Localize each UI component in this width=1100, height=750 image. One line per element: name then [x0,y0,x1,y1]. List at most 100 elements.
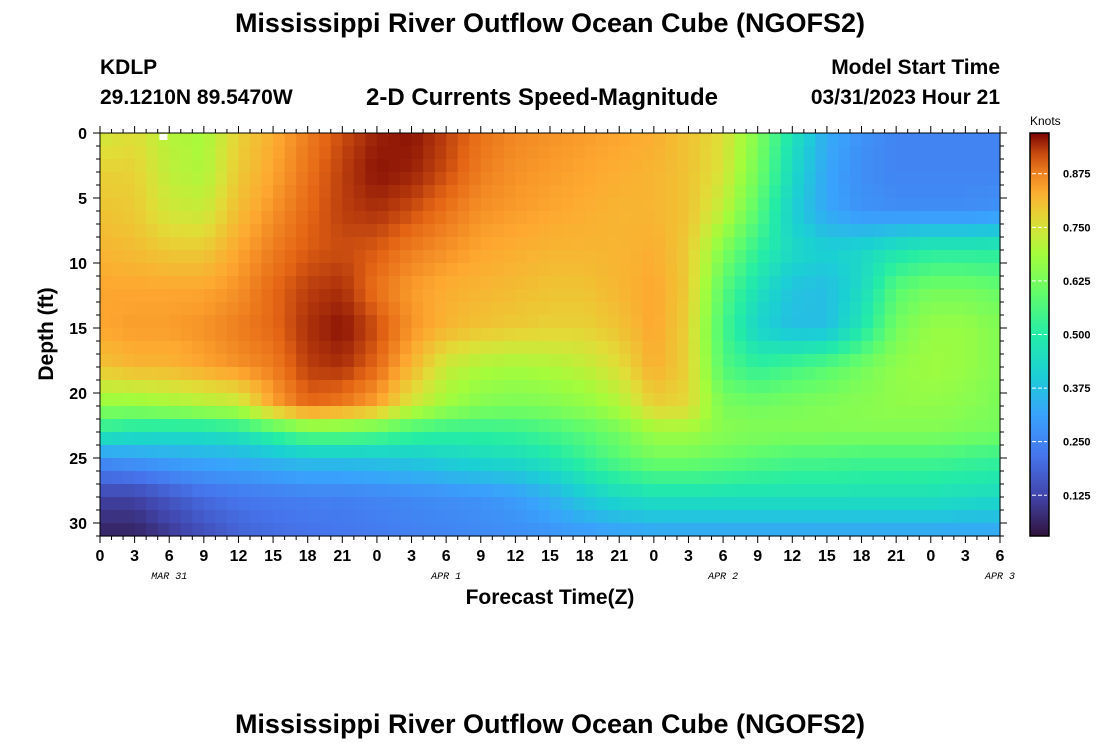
heatmap-cell [665,510,678,524]
heatmap-cell [480,133,493,147]
heatmap-cell [803,432,816,446]
heatmap-cell [376,445,390,459]
heatmap-cell [330,172,343,186]
heatmap-cell [123,510,136,524]
heatmap-cell [815,406,828,420]
heatmap-cell [573,458,586,472]
heatmap-cell [423,510,436,524]
heatmap-cell [469,328,482,342]
heatmap-cell [226,341,240,355]
heatmap-cell [584,237,597,251]
heatmap-cell [388,315,401,329]
heatmap-cell [861,445,874,459]
heatmap-cell [850,159,863,173]
heatmap-cell [226,471,240,485]
heatmap-cell [480,380,493,394]
heatmap-cell [665,393,678,407]
heatmap-cell [307,497,320,511]
heatmap-cell [792,250,805,264]
heatmap-cell [896,354,909,368]
heatmap-cell [446,432,459,446]
heatmap-cell [976,159,990,173]
heatmap-cell [446,159,459,173]
heatmap-cell [573,302,586,316]
heatmap-cell [284,380,297,394]
heatmap-cell [988,341,1001,355]
heatmap-cell [653,263,666,277]
heatmap-cell [619,510,632,524]
heatmap-cell [526,198,540,212]
heatmap-cell [400,276,413,290]
heatmap-cell [700,224,713,238]
heatmap-cell [942,432,955,446]
heatmap-cell [607,224,620,238]
heatmap-cell [111,133,124,147]
heatmap-cell [965,354,978,368]
heatmap-cell [988,497,1001,511]
chart-subtitle: 2-D Currents Speed-Magnitude [366,84,719,111]
heatmap-cell [873,354,886,368]
heatmap-cell [215,146,228,160]
heatmap-cell [596,419,609,433]
heatmap-cell [330,159,343,173]
heatmap-cell [123,276,136,290]
heatmap-cell [919,354,932,368]
heatmap-cell [757,146,770,160]
heatmap-cell [676,510,690,524]
heatmap-cell [769,185,782,199]
heatmap-cell [723,172,736,186]
heatmap-cell [619,367,632,381]
heatmap-cell [169,159,182,173]
heatmap-cell [457,380,470,394]
heatmap-cell [538,367,551,381]
heatmap-cell [665,523,678,537]
heatmap-cell [780,198,793,212]
heatmap-cell [238,276,251,290]
x-tick-label: 9 [476,548,485,565]
heatmap-cell [896,159,909,173]
heatmap-cell [919,458,932,472]
heatmap-cell [469,185,482,199]
heatmap-cell [307,419,320,433]
heatmap-cell [100,510,113,524]
heatmap-cell [273,354,286,368]
heatmap-cell [215,471,228,485]
heatmap-cell [134,445,147,459]
heatmap-cell [157,302,170,316]
heatmap-cell [411,380,424,394]
heatmap-cell [503,146,516,160]
heatmap-cell [388,250,401,264]
heatmap-cell [930,380,943,394]
heatmap-cell [123,172,136,186]
heatmap-cell [573,497,586,511]
heatmap-cell [976,276,990,290]
heatmap-cell [296,211,309,225]
heatmap-cell [607,393,620,407]
heatmap-cell [665,328,678,342]
heatmap-cell [930,250,943,264]
heatmap-cell [919,341,932,355]
heatmap-cell [711,237,724,251]
heatmap-cell [711,133,724,147]
heatmap-cell [503,393,516,407]
heatmap-cell [757,341,770,355]
heatmap-cell [526,185,540,199]
heatmap-cell [561,406,574,420]
heatmap-cell [734,510,747,524]
heatmap-cell [642,328,655,342]
x-tick-label: 0 [372,548,381,565]
heatmap-cell [700,484,713,498]
heatmap-cell [538,393,551,407]
heatmap-cell [976,328,990,342]
heatmap-cell [180,367,193,381]
heatmap-cell [803,133,816,147]
heatmap-cell [769,328,782,342]
heatmap-cell [746,250,759,264]
heatmap-cell [250,445,263,459]
heatmap-cell [480,328,493,342]
heatmap-cell [192,198,205,212]
heatmap-cell [838,354,851,368]
heatmap-cell [169,380,182,394]
heatmap-cell [423,211,436,225]
